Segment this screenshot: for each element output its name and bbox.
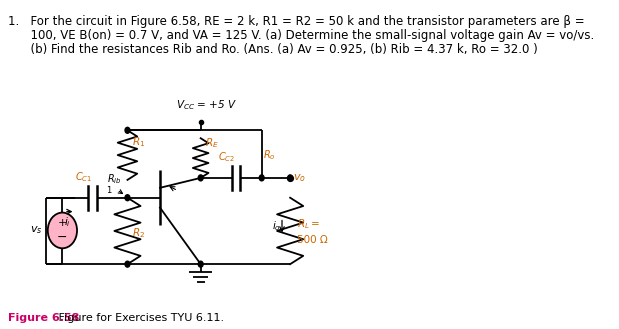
Circle shape — [125, 195, 130, 201]
Text: −: − — [57, 231, 67, 244]
Text: $R_{ib}$: $R_{ib}$ — [107, 172, 122, 186]
Text: $R_1$: $R_1$ — [132, 135, 145, 149]
Text: 500 Ω: 500 Ω — [297, 235, 327, 245]
Text: $R_o$: $R_o$ — [263, 148, 276, 162]
Circle shape — [198, 175, 203, 181]
Text: Figure 6.58: Figure 6.58 — [8, 313, 79, 323]
Text: $C_{C1}$: $C_{C1}$ — [75, 170, 92, 184]
Text: 1.   For the circuit in Figure 6.58, RE = 2 k, R1 = R2 = 50 k and the transistor: 1. For the circuit in Figure 6.58, RE = … — [8, 15, 584, 28]
Text: $R_E$: $R_E$ — [205, 136, 219, 150]
Circle shape — [48, 213, 77, 248]
Text: (b) Find the resistances Rib and Ro. (Ans. (a) Av = 0.925, (b) Rib = 4.37 k, Ro : (b) Find the resistances Rib and Ro. (An… — [8, 43, 538, 56]
Circle shape — [259, 175, 264, 181]
Text: $v_o$: $v_o$ — [293, 172, 306, 184]
Circle shape — [125, 261, 130, 267]
Text: $v_s$: $v_s$ — [30, 224, 43, 236]
Text: 100, VE B(on) = 0.7 V, and VA = 125 V. (a) Determine the small-signal voltage ga: 100, VE B(on) = 0.7 V, and VA = 125 V. (… — [8, 29, 594, 42]
Text: +: + — [58, 218, 67, 229]
Text: $i_o$: $i_o$ — [272, 219, 281, 233]
Text: $R_2$: $R_2$ — [132, 226, 145, 240]
Circle shape — [125, 127, 130, 133]
Text: $i_i$: $i_i$ — [64, 215, 71, 229]
Text: 1: 1 — [106, 186, 111, 195]
Text: $C_{C2}$: $C_{C2}$ — [218, 150, 235, 164]
Text: $V_{CC}$ = +5 V: $V_{CC}$ = +5 V — [176, 99, 238, 113]
Text: $R_L =$: $R_L =$ — [297, 217, 320, 231]
Text: Figure for Exercises TYU 6.11.: Figure for Exercises TYU 6.11. — [55, 313, 224, 323]
Circle shape — [288, 175, 293, 181]
Circle shape — [198, 261, 203, 267]
